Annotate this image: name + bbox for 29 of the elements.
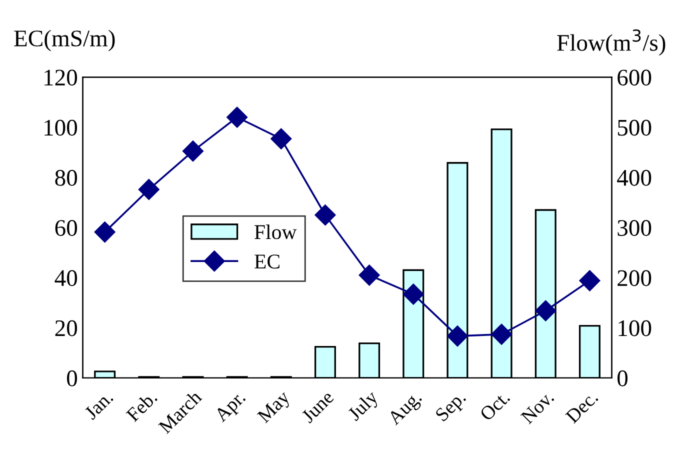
y-tick-label: 80: [55, 170, 78, 186]
x-tick-label: Sep.: [434, 390, 470, 425]
x-tick-label: June: [300, 390, 334, 424]
y-tick-label: 40: [54, 270, 78, 286]
y2-tick-label: 600: [618, 70, 652, 86]
y-tick-label: 120: [44, 70, 78, 86]
x-tick-label: Jan.: [84, 390, 114, 420]
x-tick-label: Nov.: [520, 390, 554, 425]
x-tick-label: July: [346, 389, 382, 424]
y2-tick-label: 0: [618, 370, 628, 386]
x-tick-label: Apr.: [214, 390, 249, 426]
y2-tick-label: 400: [617, 170, 652, 186]
legend-label: Flow: [254, 224, 297, 240]
y-tick-label: 0: [67, 370, 78, 386]
y2-axis-title: Flow(m$^{3}$/s): [557, 29, 666, 56]
y-tick-label: 100: [44, 120, 78, 136]
x-tick-label: Oct.: [479, 390, 510, 422]
y2-tick-label: 500: [618, 120, 652, 136]
legend-label: EC: [254, 254, 280, 269]
y-axis-title: EC(mS/m): [14, 30, 115, 52]
y2-tick-label: 300: [618, 220, 652, 236]
x-tick-label: Feb.: [125, 390, 158, 422]
x-tick-label: Aug.: [386, 390, 425, 428]
y-tick-label: 60: [55, 220, 78, 236]
y2-tick-label: 100: [618, 320, 652, 336]
x-tick-label: May: [256, 390, 294, 426]
y2-tick-label: 200: [618, 270, 652, 286]
y-tick-label: 20: [55, 320, 78, 336]
x-tick-label: Dec.: [565, 390, 599, 424]
